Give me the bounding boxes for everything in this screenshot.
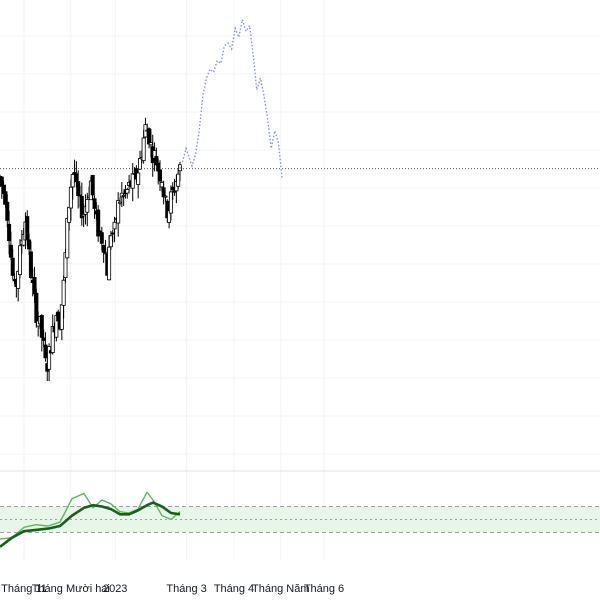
- candle[interactable]: [136, 168, 141, 199]
- grid-layer: [0, 0, 600, 560]
- candle[interactable]: [163, 194, 168, 202]
- candle[interactable]: [17, 239, 22, 278]
- candle[interactable]: [112, 216, 117, 243]
- oscillator-slow-line: [0, 501, 181, 548]
- x-tick-label: Tháng Năm: [252, 583, 309, 595]
- candle[interactable]: [43, 332, 48, 362]
- candle[interactable]: [39, 314, 44, 352]
- candle[interactable]: [28, 241, 33, 280]
- candle[interactable]: [168, 185, 173, 221]
- x-tick-label: Tháng 11: [1, 583, 47, 595]
- x-tick-label: Tháng 3: [166, 583, 206, 595]
- candle[interactable]: [47, 343, 52, 382]
- candle[interactable]: [85, 192, 90, 227]
- price-panel[interactable]: [0, 19, 600, 382]
- candle[interactable]: [96, 205, 101, 242]
- oscillator-fast-line: [0, 491, 181, 540]
- x-tick-label: 2023: [103, 583, 127, 595]
- oscillator-panel[interactable]: [0, 491, 600, 548]
- candle[interactable]: [10, 248, 15, 280]
- candle[interactable]: [90, 174, 95, 201]
- x-tick-label: Tháng 4: [214, 583, 254, 595]
- x-tick-label: Tháng Mười hai: [32, 583, 110, 595]
- candle[interactable]: [65, 217, 70, 259]
- projection-line: [179, 19, 283, 178]
- x-tick-label: Tháng 6: [304, 583, 344, 595]
- candle[interactable]: [116, 192, 121, 237]
- candle[interactable]: [61, 275, 66, 319]
